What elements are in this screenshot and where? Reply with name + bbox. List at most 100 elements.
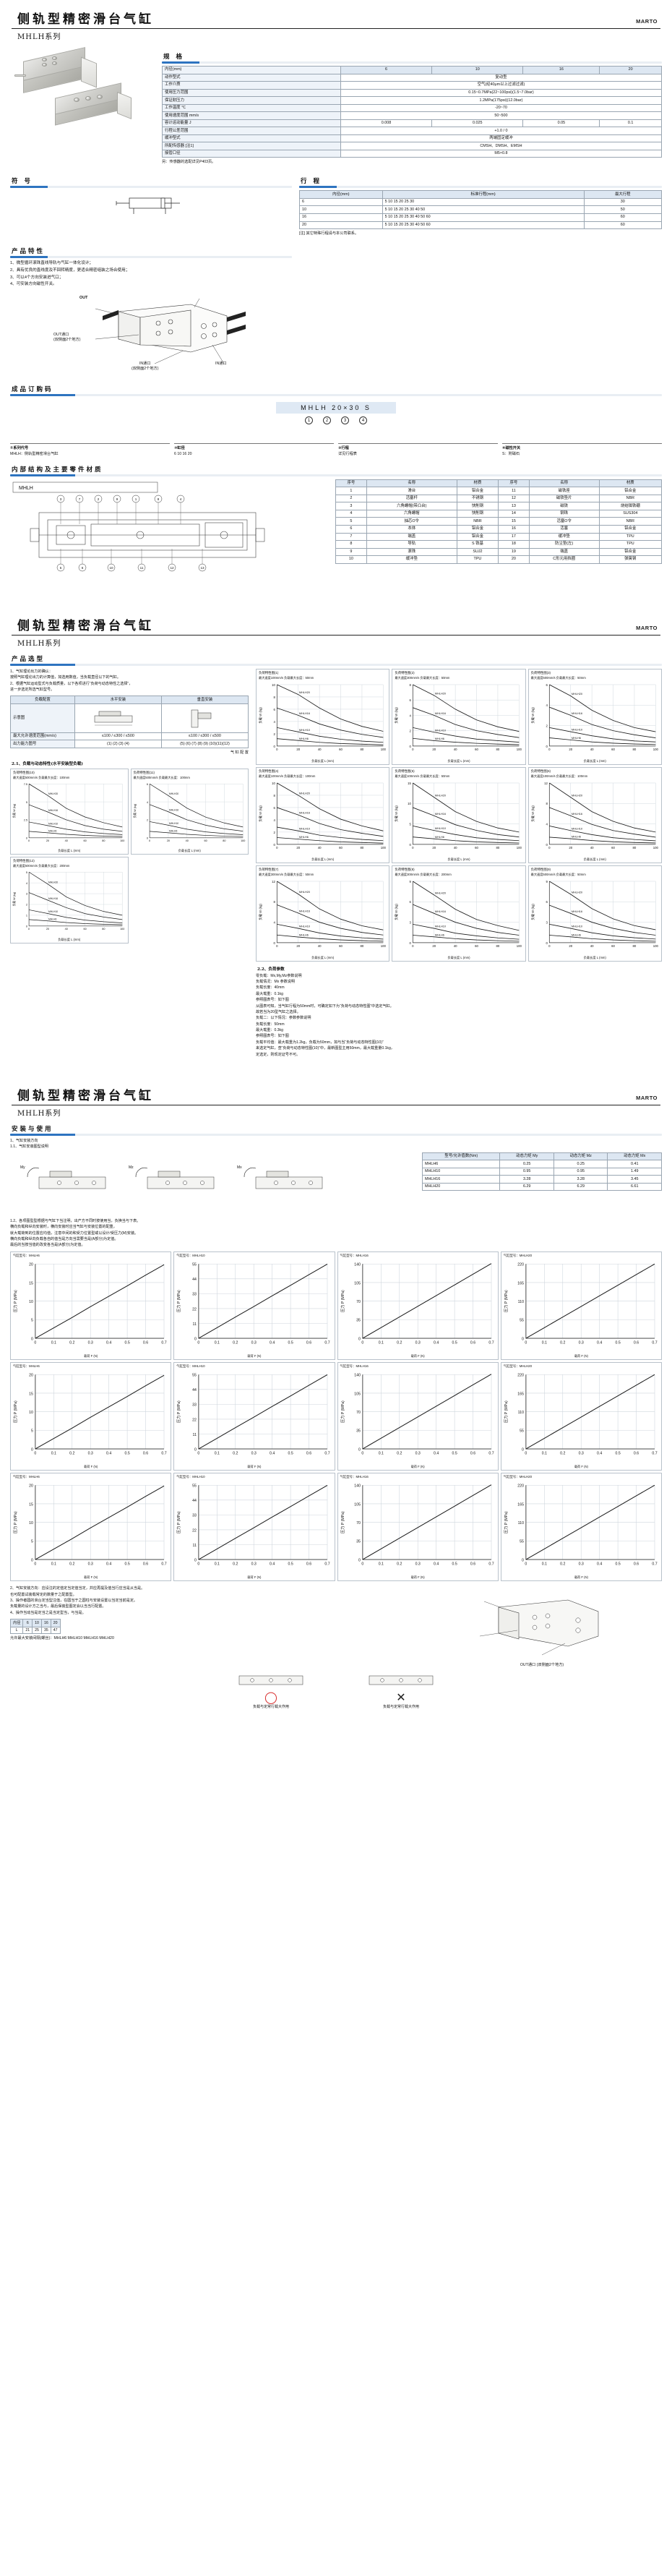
symbol-section: 符 号	[10, 170, 292, 217]
install-section: 安装与使用	[10, 1124, 662, 1137]
svg-text:100: 100	[241, 839, 245, 842]
svg-text:4: 4	[274, 818, 276, 821]
spec-cell-span: CMSH、DMSH、EMSH	[340, 142, 663, 150]
svg-text:0: 0	[361, 1451, 363, 1455]
svg-text:20: 20	[296, 943, 300, 947]
chart-series-label: MHLH20	[299, 691, 310, 694]
svg-text:22: 22	[192, 1418, 197, 1422]
svg-text:0: 0	[276, 943, 278, 947]
parts-col-header: 材质	[598, 479, 663, 488]
chart-subtitle: 最大速度300mm/s 负载最大长度：50mm	[259, 872, 314, 876]
svg-text:220: 220	[517, 1262, 524, 1267]
chart-ylabel: 压力 P (MPa)	[340, 1511, 345, 1533]
svg-text:0.1: 0.1	[541, 1340, 546, 1345]
chart-series	[35, 1374, 165, 1450]
stroke-col-header: 最大行程	[583, 190, 662, 199]
chart-series	[277, 826, 384, 841]
svg-text:2.5: 2.5	[24, 819, 27, 822]
svg-text:0.5: 0.5	[288, 1562, 293, 1566]
stroke-cell: 10	[299, 205, 383, 214]
chart-subtitle: 最大速度500mm/s 负载最大长度：200mm	[13, 864, 70, 868]
chart-series	[29, 831, 123, 837]
spec-table-note: 另：传感器的选配详见P403页。	[162, 160, 216, 165]
stroke-cell: 5 10 15 20 25 30 40 50 60	[382, 213, 585, 222]
chart-title: 负荷特性图(8)	[395, 867, 415, 871]
parts-cell: 快削钢	[456, 502, 499, 510]
chart-ylabel: 负载 W (kg)	[12, 891, 16, 906]
svg-text:110: 110	[517, 1521, 523, 1526]
svg-text:0: 0	[31, 1558, 33, 1562]
table-row: 缓冲型式 两端固定缓冲	[162, 134, 663, 143]
table-row: 7 端盖 铝合金 17 缓冲垫 TPU	[335, 532, 663, 542]
svg-text:0: 0	[546, 842, 548, 846]
table-row: MHLH6 0.25 0.25 0.41	[421, 1160, 662, 1168]
motion-diagram-horizontal	[74, 703, 162, 733]
svg-text:55: 55	[520, 1429, 524, 1434]
parts-cell: 六角螺帽	[366, 509, 457, 518]
symbol-heading-text: 符 号	[12, 178, 33, 186]
svg-text:0.5: 0.5	[452, 1340, 457, 1345]
chart-ylabel: 负载 W (kg)	[12, 803, 16, 818]
chart-subtitle: 最大速度300mm/s 负载最大长度：200mm	[395, 872, 452, 876]
table-row: L 21 25 35 47	[9, 1626, 61, 1634]
svg-text:0.6: 0.6	[143, 1562, 148, 1566]
svg-text:0: 0	[546, 744, 548, 748]
svg-text:15: 15	[29, 1392, 33, 1396]
stroke-heading-bar	[299, 186, 662, 189]
svg-text:110: 110	[517, 1411, 523, 1415]
pipe-cell: 35	[40, 1626, 51, 1634]
svg-text:8: 8	[546, 802, 548, 805]
svg-text:60: 60	[204, 839, 207, 842]
stroke-heading-text: 行 程	[301, 178, 322, 186]
chart-xlabel: 载荷 F (N)	[247, 1575, 262, 1580]
svg-text:10: 10	[109, 566, 113, 570]
chart-series	[35, 1264, 165, 1339]
pipe-col-header: 20	[50, 1619, 61, 1627]
table-row: MHLH10 0.95 0.95 1.49	[421, 1167, 662, 1176]
svg-text:0: 0	[28, 928, 30, 930]
chart-series	[277, 881, 384, 930]
moment-cell: 0.25	[499, 1160, 554, 1168]
order-legend-item: ③行程 详见行程表	[338, 443, 498, 458]
svg-text:5: 5	[410, 822, 412, 826]
moment-cell: 6.61	[607, 1182, 662, 1191]
chart-series-label: MHLH6	[572, 737, 581, 740]
chart-series	[277, 836, 384, 844]
order-marker: 3	[341, 416, 349, 425]
stroke-cell: 60	[583, 221, 662, 230]
spec-section: 规 格 内径(mm) 6 10 16 20 动作型式 复动型 工作介质 空气(经40μm以上过滤…	[162, 46, 663, 165]
svg-text:11: 11	[193, 1433, 197, 1437]
chart-title: 负荷特性图(5)	[395, 769, 415, 773]
svg-text:5: 5	[31, 1429, 33, 1434]
svg-text:80: 80	[223, 839, 225, 842]
chart-series-label: MHLH10	[572, 827, 582, 830]
svg-text:140: 140	[354, 1262, 361, 1267]
svg-text:100: 100	[381, 943, 387, 947]
svg-text:0.7: 0.7	[325, 1340, 330, 1345]
chart-series	[277, 934, 384, 941]
page-3: 侧轨型精密滑台气缸 MARTO MHLH系列 安装与使用 1、气缸安装方向 1.1…	[0, 1077, 672, 1710]
chart-series	[362, 1484, 491, 1560]
svg-text:6: 6	[410, 698, 412, 702]
chart-ylabel: 负载 W (kg)	[530, 706, 535, 723]
svg-text:0: 0	[548, 845, 551, 849]
svg-text:0.6: 0.6	[143, 1451, 148, 1455]
table-row: 6 本体 铝合金 16 活塞 铝合金	[335, 524, 663, 534]
force-charts-group: 气缸型号：MHLH6 0 5 10 15 20 0 0.1 0.2 0.3 0.4 0.5 0.6 0.7…	[10, 1251, 662, 1582]
svg-text:0.3: 0.3	[578, 1340, 583, 1345]
structure-heading-bar	[10, 474, 662, 476]
chart-series	[548, 825, 656, 841]
parts-cell: 端盖	[366, 532, 457, 542]
features-list: 1、微型循环滚珠直线导轨与气缸一体化设计； 2、具有优良的直线度及不回转精度，更适…	[10, 260, 292, 288]
svg-text:40: 40	[318, 845, 322, 849]
svg-text:0.2: 0.2	[233, 1340, 238, 1345]
spec-cell-span: 空气(经40μm以上过滤过滤)	[340, 81, 663, 90]
svg-text:0.7: 0.7	[488, 1451, 494, 1455]
table-row: 所配传感器 [注1] CMSH、DMSH、EMSH	[162, 142, 663, 150]
chart-xlabel: 负载长度 L (mm)	[583, 857, 606, 861]
moment-col-header: 型号/允许值数(Nm)	[421, 1152, 501, 1161]
chart-title: 气缸型号：MHLH16	[340, 1475, 369, 1479]
svg-text:0.4: 0.4	[270, 1562, 275, 1566]
